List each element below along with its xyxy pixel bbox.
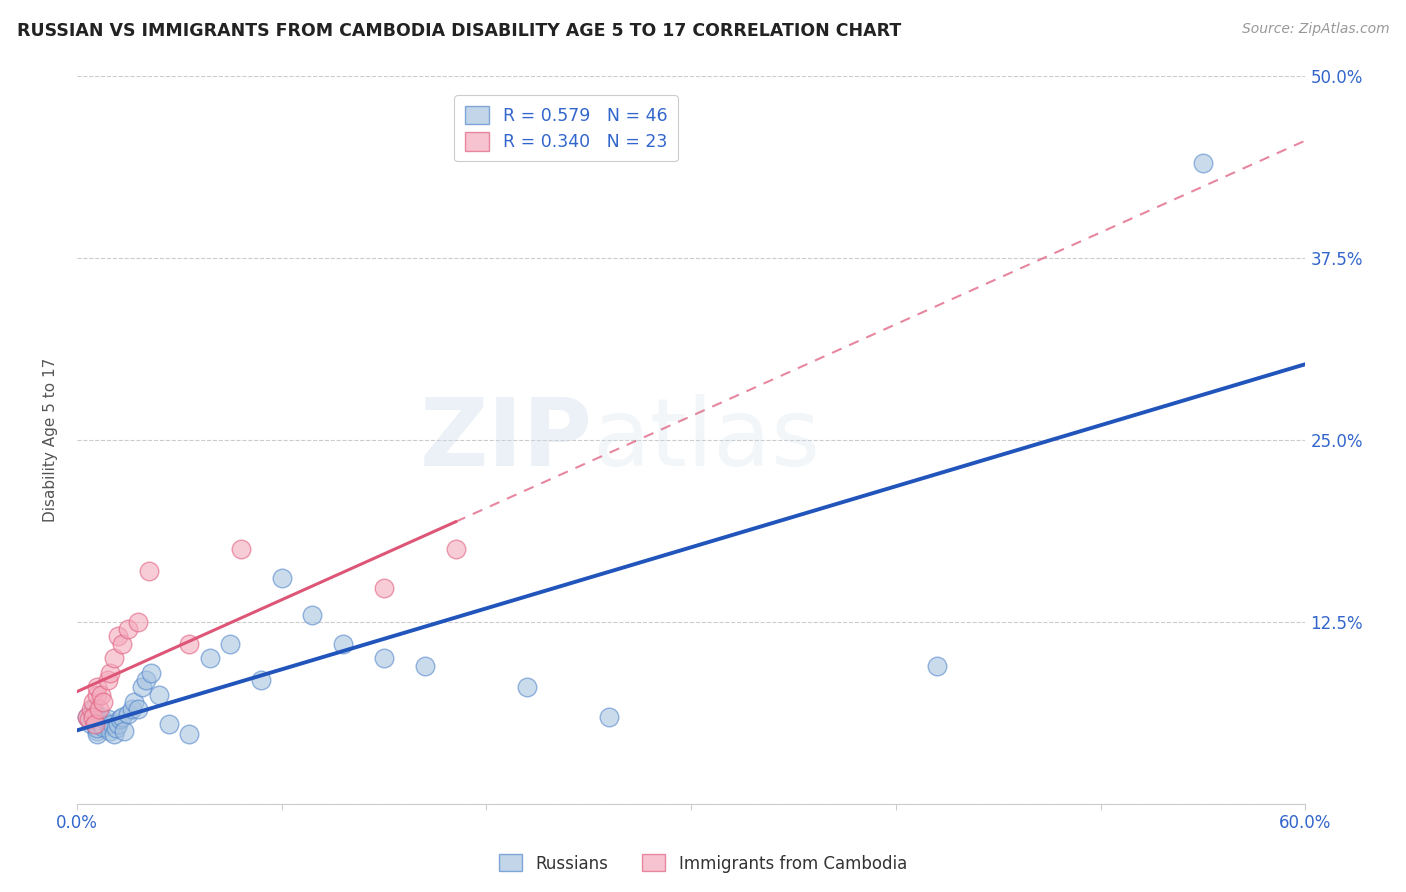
Point <box>108 713 131 727</box>
Point <box>82 709 104 723</box>
Point <box>138 564 160 578</box>
Point <box>90 688 112 702</box>
Point <box>84 716 107 731</box>
Point <box>86 709 108 723</box>
Point <box>93 695 115 709</box>
Point <box>80 716 103 731</box>
Point <box>198 651 221 665</box>
Point <box>111 709 134 723</box>
Point <box>90 716 112 731</box>
Point <box>86 716 108 731</box>
Legend: Russians, Immigrants from Cambodia: Russians, Immigrants from Cambodia <box>492 847 914 880</box>
Point <box>598 709 620 723</box>
Point <box>179 727 201 741</box>
Point <box>82 713 104 727</box>
Point <box>103 727 125 741</box>
Text: Source: ZipAtlas.com: Source: ZipAtlas.com <box>1241 22 1389 37</box>
Point <box>122 695 145 709</box>
Point <box>86 724 108 739</box>
Point <box>127 615 149 629</box>
Point <box>179 637 201 651</box>
Point <box>86 688 108 702</box>
Point <box>82 695 104 709</box>
Point <box>127 702 149 716</box>
Point <box>98 724 121 739</box>
Point <box>373 651 395 665</box>
Point <box>86 727 108 741</box>
Legend: R = 0.579   N = 46, R = 0.340   N = 23: R = 0.579 N = 46, R = 0.340 N = 23 <box>454 95 678 161</box>
Point <box>98 665 121 680</box>
Point <box>148 688 170 702</box>
Point <box>107 629 129 643</box>
Point <box>86 721 108 735</box>
Point <box>77 713 100 727</box>
Point <box>117 706 139 721</box>
Point <box>925 658 948 673</box>
Point <box>103 651 125 665</box>
Point <box>229 541 252 556</box>
Point <box>117 622 139 636</box>
Point <box>97 713 120 727</box>
Point <box>97 673 120 687</box>
Point <box>135 673 157 687</box>
Point <box>444 541 467 556</box>
Point <box>111 637 134 651</box>
Point <box>301 607 323 622</box>
Point <box>107 716 129 731</box>
Point <box>86 681 108 695</box>
Point <box>139 665 162 680</box>
Point <box>332 637 354 651</box>
Point <box>104 721 127 735</box>
Point <box>76 709 98 723</box>
Point <box>80 702 103 716</box>
Point <box>516 681 538 695</box>
Text: atlas: atlas <box>593 393 821 486</box>
Point <box>100 716 122 731</box>
Y-axis label: Disability Age 5 to 17: Disability Age 5 to 17 <box>44 358 58 522</box>
Point <box>86 713 108 727</box>
Point <box>373 582 395 596</box>
Point <box>76 709 98 723</box>
Point <box>413 658 436 673</box>
Point <box>84 706 107 721</box>
Point <box>157 716 180 731</box>
Point <box>270 571 292 585</box>
Text: RUSSIAN VS IMMIGRANTS FROM CAMBODIA DISABILITY AGE 5 TO 17 CORRELATION CHART: RUSSIAN VS IMMIGRANTS FROM CAMBODIA DISA… <box>17 22 901 40</box>
Point <box>121 702 143 716</box>
Point <box>219 637 242 651</box>
Text: ZIP: ZIP <box>420 393 593 486</box>
Point <box>131 681 153 695</box>
Point <box>93 720 115 734</box>
Point <box>89 702 111 716</box>
Point <box>82 702 104 716</box>
Point <box>97 716 120 731</box>
Point <box>112 724 135 739</box>
Point <box>90 709 112 723</box>
Point <box>1192 156 1215 170</box>
Point <box>250 673 273 687</box>
